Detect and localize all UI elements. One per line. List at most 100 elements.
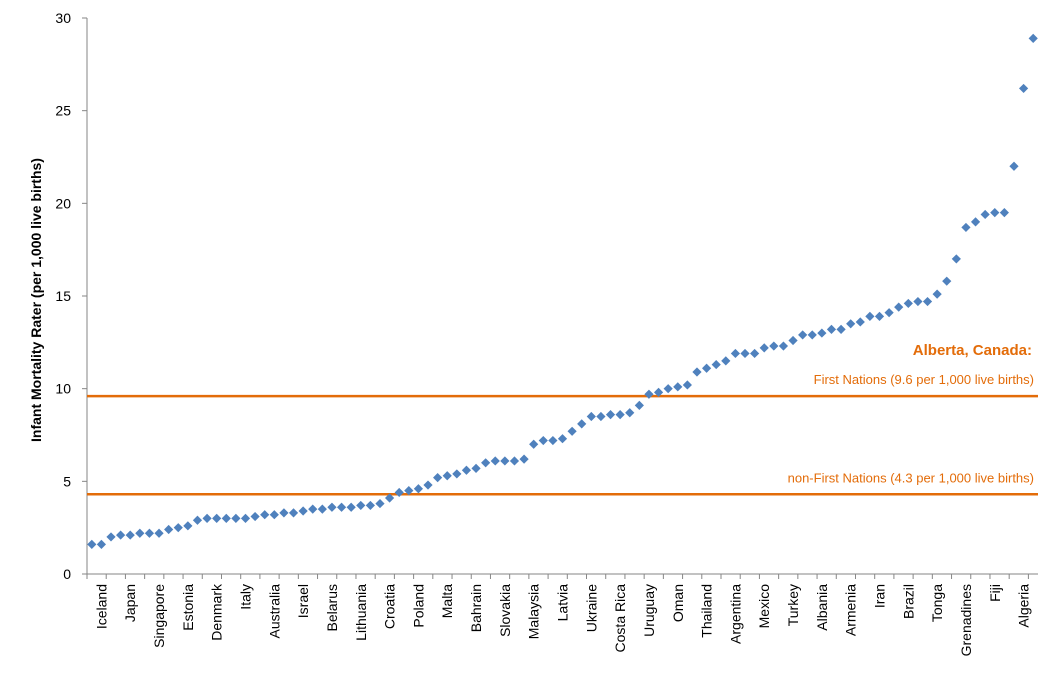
x-tick-label: Lithuania bbox=[353, 584, 369, 641]
reference-line-label: non-First Nations (4.3 per 1,000 live bi… bbox=[788, 470, 1034, 485]
data-point bbox=[212, 513, 222, 523]
y-tick-label: 30 bbox=[55, 10, 71, 26]
x-tick-label: Armenia bbox=[843, 584, 859, 636]
data-point bbox=[87, 539, 97, 549]
data-point bbox=[269, 510, 279, 520]
data-point bbox=[961, 222, 971, 233]
data-point bbox=[279, 508, 289, 518]
y-tick-label: 0 bbox=[63, 566, 71, 582]
data-point bbox=[798, 330, 808, 340]
x-tick-label: Iceland bbox=[93, 584, 109, 629]
data-point bbox=[481, 458, 491, 468]
data-point bbox=[538, 435, 548, 446]
y-axis-title: Infant Mortality Rater (per 1,000 live b… bbox=[28, 158, 44, 442]
x-tick-label: Oman bbox=[670, 584, 686, 622]
data-point bbox=[221, 513, 231, 523]
data-point bbox=[682, 380, 692, 390]
data-point bbox=[471, 463, 481, 473]
x-tick-label: Algeria bbox=[1016, 584, 1032, 628]
x-tick-label: Albania bbox=[814, 584, 830, 631]
x-tick-label: Singapore bbox=[151, 584, 167, 648]
data-point bbox=[413, 484, 424, 494]
x-tick-label: Grenadines bbox=[958, 584, 974, 656]
data-point bbox=[260, 510, 270, 520]
data-point bbox=[423, 480, 433, 490]
data-point bbox=[663, 384, 673, 394]
data-point bbox=[740, 348, 750, 359]
data-point bbox=[644, 389, 654, 399]
reference-line-labels: First Nations (9.6 per 1,000 live births… bbox=[788, 372, 1034, 485]
data-point bbox=[461, 465, 472, 475]
data-point bbox=[365, 500, 375, 511]
data-point bbox=[298, 506, 308, 516]
data-point bbox=[327, 502, 337, 512]
data-point bbox=[759, 343, 769, 353]
data-point bbox=[288, 508, 299, 518]
data-point bbox=[653, 387, 664, 397]
data-point bbox=[846, 319, 856, 329]
data-point bbox=[384, 493, 395, 503]
data-point bbox=[874, 311, 885, 321]
data-point bbox=[577, 419, 587, 429]
data-point bbox=[336, 502, 347, 512]
data-point bbox=[509, 456, 520, 466]
data-point bbox=[826, 324, 837, 334]
data-point bbox=[894, 302, 904, 312]
data-point bbox=[452, 469, 462, 479]
x-tick-label: Slovakia bbox=[497, 584, 513, 637]
data-point bbox=[769, 341, 779, 351]
data-point bbox=[240, 513, 251, 523]
data-point bbox=[96, 539, 107, 549]
x-tick-label: Bahrain bbox=[468, 584, 484, 632]
x-tick-label: Malaysia bbox=[526, 584, 542, 639]
x-tick-label: Japan bbox=[122, 584, 138, 622]
data-point bbox=[500, 456, 510, 466]
data-point bbox=[615, 410, 625, 420]
x-tick-label: Turkey bbox=[785, 584, 801, 626]
data-point bbox=[692, 367, 702, 377]
data-point bbox=[586, 411, 596, 422]
annotation-title: Alberta, Canada: bbox=[913, 342, 1032, 359]
data-point bbox=[231, 513, 241, 523]
y-tick-label: 15 bbox=[55, 288, 71, 304]
x-tick-label: Ukraine bbox=[583, 584, 599, 632]
x-tick-label: Malta bbox=[439, 584, 455, 618]
data-point bbox=[135, 528, 145, 538]
x-tick-label: Belarus bbox=[324, 584, 340, 631]
data-point bbox=[836, 324, 846, 334]
data-point bbox=[721, 356, 731, 366]
data-point bbox=[990, 208, 1000, 218]
data-point bbox=[750, 348, 760, 359]
data-point bbox=[942, 276, 952, 286]
data-point bbox=[164, 524, 174, 535]
y-tick-labels: 0 5 10 15 20 25 30 bbox=[55, 10, 71, 582]
data-point bbox=[701, 363, 712, 373]
data-point bbox=[433, 473, 443, 483]
x-tick-label: Argentina bbox=[727, 584, 743, 644]
data-point bbox=[1009, 161, 1019, 171]
data-point bbox=[567, 426, 577, 436]
data-point bbox=[192, 515, 203, 525]
x-tick-label: Mexico bbox=[756, 584, 772, 629]
data-point bbox=[980, 209, 990, 220]
data-point bbox=[394, 487, 404, 498]
data-points bbox=[87, 33, 1038, 549]
data-point bbox=[922, 296, 933, 307]
data-point bbox=[855, 317, 865, 327]
data-point bbox=[1018, 83, 1029, 94]
data-point bbox=[202, 513, 212, 523]
data-point bbox=[634, 400, 644, 410]
data-point bbox=[106, 532, 116, 542]
x-tick-label: Estonia bbox=[180, 584, 196, 631]
data-point bbox=[884, 308, 894, 318]
y-tick-label: 10 bbox=[55, 381, 71, 397]
data-point bbox=[144, 528, 155, 538]
y-axis-ticks bbox=[82, 17, 87, 575]
data-point bbox=[346, 502, 356, 512]
data-point bbox=[125, 530, 135, 540]
data-point bbox=[999, 208, 1009, 218]
data-point bbox=[154, 528, 164, 538]
data-point bbox=[1028, 33, 1038, 43]
x-tick-label: Costa Rica bbox=[612, 584, 628, 653]
data-point bbox=[673, 382, 683, 392]
